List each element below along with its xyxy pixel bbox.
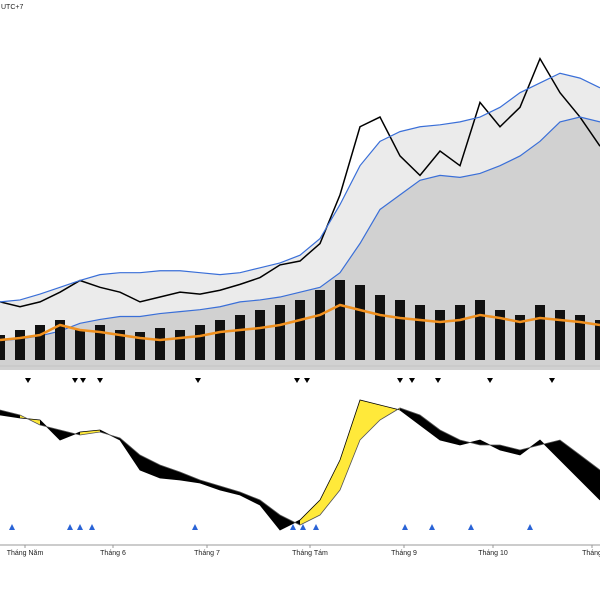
volume-bar [235,315,245,360]
bollinger-band [0,116,600,342]
oscillator-fill [360,400,380,440]
volume-bar [115,330,125,360]
buy-marker [402,524,408,530]
x-tick-label: Tháng 7 [194,550,220,557]
volume-bar [295,300,305,360]
buy-marker [89,524,95,530]
volume-bar [95,325,105,360]
volume-bar [595,320,600,360]
band-fill [0,73,600,341]
buy-marker [77,524,83,530]
buy-marker [192,524,198,530]
volume-bar [135,332,145,360]
x-tick-label: Tháng 9 [391,550,417,557]
volume-bar [515,315,525,360]
sell-marker [397,378,403,383]
oscillator-fill [240,492,260,505]
volume-bar [175,330,185,360]
volume-bar [475,300,485,360]
x-tick-label: Tháng Năm [7,550,44,557]
oscillator-fill [420,415,440,440]
volume-bar [415,305,425,360]
sell-marker [72,378,78,383]
volume-bar [0,335,5,360]
volume-bar [35,325,45,360]
sell-marker [294,378,300,383]
x-tick-label: Tháng [582,550,600,557]
oscillator-fill [340,400,360,490]
volume-bar [555,310,565,360]
buy-marker [290,524,296,530]
volume-bar [15,330,25,360]
sell-marker [549,378,555,383]
volume-bar [495,310,505,360]
oscillator-fill [560,440,580,480]
volume-bar [315,290,325,360]
sell-marker [195,378,201,383]
volume-bar [195,325,205,360]
sell-marker [435,378,441,383]
oscillator-fill [180,472,200,483]
volume-bar [575,315,585,360]
oscillator-fill [260,500,280,530]
oscillator-line [0,407,600,526]
volume-bar [395,300,405,360]
oscillator-line [0,399,600,531]
volume-bar [275,305,285,360]
sell-marker [25,378,31,383]
volume-bar [155,328,165,360]
volume-bar [215,320,225,360]
oscillator-fill [320,460,340,515]
oscillator-fill [500,445,520,455]
volume-bar [375,295,385,360]
volume-bar [435,310,445,360]
volume-bar [75,330,85,360]
oscillator-fill [0,410,20,418]
timezone-label: UTC+7 [1,4,23,11]
oscillator-fill [160,465,180,480]
price-line [0,56,600,308]
oscillator-fill [60,430,80,440]
sell-marker [487,378,493,383]
sell-marker [409,378,415,383]
sell-marker [97,378,103,383]
sell-marker [304,378,310,383]
volume-bar [335,280,345,360]
volume-bar [55,320,65,360]
volume-bar [355,285,365,360]
x-tick-label: Tháng 10 [478,550,508,557]
sell-marker [80,378,86,383]
oscillator-fill [140,455,160,478]
buy-marker [9,524,15,530]
buy-marker [527,524,533,530]
oscillator-fill [220,486,240,495]
buy-marker [468,524,474,530]
volume-average-line [0,303,600,342]
x-tick-label: Tháng 6 [100,550,126,557]
buy-marker [300,524,306,530]
volume-bar [455,305,465,360]
volume-bar [535,305,545,360]
band-area [0,117,600,370]
volume-bar [255,310,265,360]
buy-marker [67,524,73,530]
oscillator-fill [280,515,300,530]
oscillator-fill [300,500,320,525]
oscillator-fill [200,480,220,490]
x-tick-label: Tháng Tám [292,550,328,557]
buy-marker [313,524,319,530]
oscillator-fill [80,430,100,435]
buy-marker [429,524,435,530]
bollinger-band [0,72,600,303]
